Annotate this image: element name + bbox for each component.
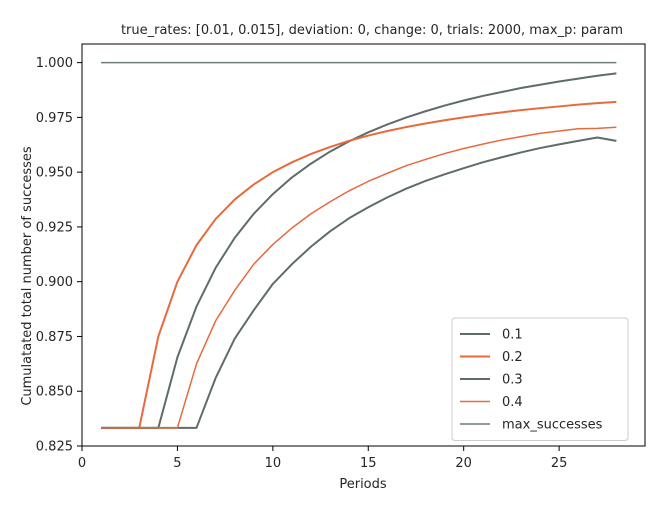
y-tick-label: 0.850 — [36, 385, 73, 400]
series-line-0-2 — [101, 100, 617, 429]
legend-entry-label: 0.3 — [502, 373, 523, 388]
y-tick-label: 0.925 — [36, 220, 73, 235]
chart-title: true_rates: [0.01, 0.015], deviation: 0,… — [121, 23, 623, 38]
legend-entry-label: 0.4 — [502, 395, 523, 410]
y-tick-label: 0.875 — [36, 330, 73, 345]
x-axis-label: Periods — [339, 477, 387, 492]
plot-area — [101, 61, 617, 429]
y-tick-label: 0.825 — [36, 440, 73, 455]
y-tick-label: 0.950 — [36, 166, 73, 181]
x-tick-label: 5 — [173, 456, 181, 471]
x-tick-label: 10 — [265, 456, 282, 471]
series-line-0-3 — [101, 136, 617, 429]
y-tick-label: 1.000 — [36, 56, 73, 71]
legend-entry-label: max_successes — [502, 418, 603, 433]
x-tick-label: 15 — [360, 456, 377, 471]
legend-entry-label: 0.2 — [502, 350, 523, 365]
legend-entry-label: 0.1 — [502, 328, 523, 343]
axes: 0 5 10 15 20 25 0.825 0.850 0.875 0.900 0.925 0.950… — [36, 43, 646, 471]
x-tick-label: 20 — [455, 456, 472, 471]
legend: 0.1 0.2 0.3 0.4 max_successes — [451, 317, 629, 441]
y-tick-label: 0.975 — [36, 111, 73, 126]
series-line-0-4 — [101, 126, 617, 429]
plot-frame — [81, 43, 646, 447]
y-axis-label: Cumulatated total number of successes — [20, 146, 35, 406]
x-tick-label: 25 — [551, 456, 568, 471]
series-line-0-1 — [101, 72, 617, 429]
x-tick-label: 0 — [78, 456, 86, 471]
legend-box — [451, 317, 629, 441]
y-tick-label: 0.900 — [36, 275, 73, 290]
